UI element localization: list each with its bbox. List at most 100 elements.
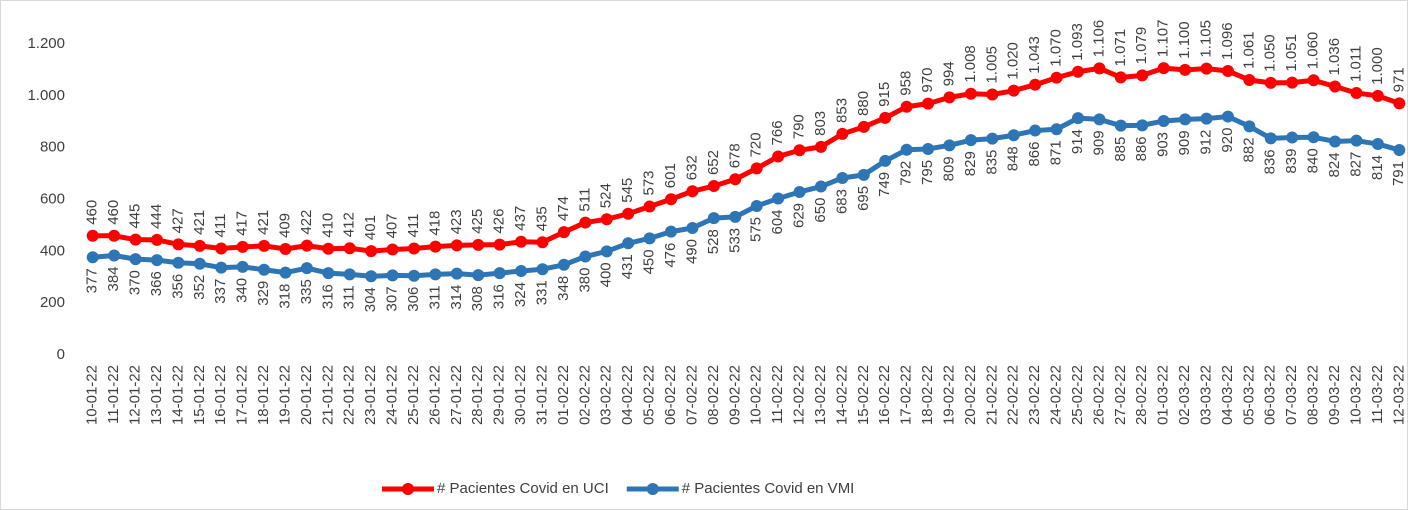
marker	[707, 212, 720, 225]
marker	[793, 144, 806, 157]
data-label: 331	[533, 280, 550, 305]
marker	[1050, 123, 1063, 136]
marker	[1157, 114, 1170, 127]
x-tick-label: 12-02-22	[791, 365, 808, 425]
data-label: 348	[555, 276, 572, 301]
marker	[665, 193, 678, 206]
data-label: 418	[426, 211, 443, 236]
marker	[1136, 69, 1149, 82]
marker	[536, 263, 549, 276]
marker	[686, 222, 699, 235]
data-label: 848	[1005, 146, 1022, 171]
marker	[857, 168, 870, 181]
x-tick-label: 12-01-22	[127, 365, 144, 425]
marker	[707, 180, 720, 193]
x-tick-label: 09-03-22	[1326, 365, 1343, 425]
data-label: 407	[384, 213, 401, 238]
marker	[1093, 113, 1106, 126]
y-tick-label: 400	[40, 242, 65, 259]
marker	[493, 267, 506, 280]
marker	[1264, 76, 1277, 89]
x-tick-label: 21-02-22	[983, 365, 1000, 425]
marker	[900, 100, 913, 113]
marker	[193, 239, 206, 252]
data-label: 460	[84, 200, 101, 225]
x-tick-label: 01-03-22	[1155, 365, 1172, 425]
marker	[365, 270, 378, 283]
data-label: 683	[833, 189, 850, 214]
marker	[129, 253, 142, 266]
y-tick-label: 600	[40, 190, 65, 207]
y-tick-label: 1.200	[27, 35, 65, 52]
data-label: 400	[598, 262, 615, 287]
data-label: 652	[705, 150, 722, 175]
data-label: 749	[876, 172, 893, 197]
data-label: 871	[1048, 140, 1065, 165]
data-label: 880	[855, 91, 872, 116]
data-label: 401	[362, 215, 379, 240]
data-label: 366	[148, 271, 165, 296]
marker	[1350, 86, 1363, 99]
marker	[1307, 131, 1320, 144]
x-tick-label: 16-02-22	[876, 365, 893, 425]
data-label: 994	[940, 61, 957, 86]
x-tick-label: 28-01-22	[469, 365, 486, 425]
marker	[943, 139, 956, 152]
marker	[1114, 119, 1127, 132]
marker	[386, 269, 399, 282]
marker	[536, 236, 549, 249]
data-label: 311	[426, 285, 443, 309]
x-tick-label: 30-01-22	[512, 365, 529, 425]
marker	[1329, 135, 1342, 148]
data-label: 836	[1262, 149, 1279, 174]
marker	[1350, 134, 1363, 147]
marker	[322, 242, 335, 255]
marker	[1200, 62, 1213, 75]
x-tick-label: 04-02-22	[619, 365, 636, 425]
x-tick-label: 25-01-22	[405, 365, 422, 425]
data-label: 604	[769, 209, 786, 234]
data-label: 839	[1283, 149, 1300, 174]
marker	[429, 240, 442, 253]
y-tick-label: 0	[57, 346, 65, 363]
x-tick-label: 26-01-22	[426, 365, 443, 425]
x-tick-label: 10-01-22	[84, 365, 101, 425]
marker	[129, 233, 142, 246]
x-tick-label: 12-03-22	[1390, 365, 1407, 425]
marker	[515, 265, 528, 278]
marker	[450, 239, 463, 252]
data-label: 573	[641, 170, 658, 195]
data-label: 431	[619, 254, 636, 279]
data-label: 766	[769, 120, 786, 145]
data-label: 1.107	[1155, 20, 1172, 58]
data-label: 920	[1219, 128, 1236, 153]
marker	[86, 251, 99, 264]
data-label: 1.051	[1283, 34, 1300, 72]
marker	[1371, 89, 1384, 102]
data-label: 795	[919, 160, 936, 185]
marker	[408, 269, 420, 282]
marker	[236, 260, 249, 273]
marker	[108, 229, 121, 242]
marker	[1007, 129, 1020, 142]
data-label: 650	[812, 198, 829, 223]
y-tick-label: 1.000	[27, 87, 65, 104]
marker	[922, 97, 935, 110]
data-label: 306	[405, 287, 422, 312]
data-label: 1.020	[1005, 42, 1022, 80]
x-tick-label: 06-03-22	[1262, 365, 1279, 425]
data-label: 511	[576, 188, 593, 212]
x-tick-label: 18-02-22	[919, 365, 936, 425]
marker	[172, 238, 185, 251]
data-label: 384	[105, 266, 122, 291]
marker	[1221, 64, 1234, 77]
marker	[1072, 65, 1084, 78]
marker	[1029, 78, 1042, 91]
data-label: 792	[898, 161, 915, 186]
marker	[86, 229, 99, 242]
marker	[343, 242, 356, 255]
x-tick-label: 24-01-22	[384, 365, 401, 425]
data-label: 304	[362, 287, 379, 312]
marker	[322, 267, 335, 280]
marker	[643, 232, 656, 245]
